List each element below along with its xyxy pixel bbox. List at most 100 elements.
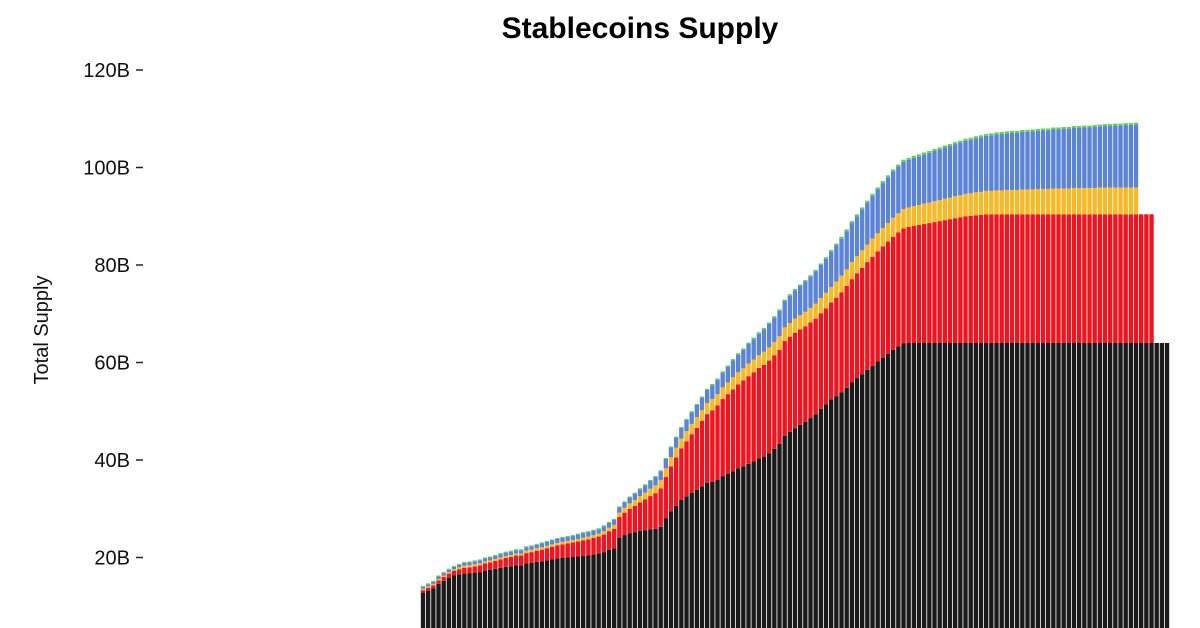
bar-segment [555, 538, 560, 539]
bar-segment [472, 566, 477, 573]
bar-segment [560, 544, 565, 558]
bar-segment [612, 528, 617, 549]
bar-segment [663, 459, 669, 469]
bar-segment [1102, 187, 1108, 215]
bar-segment [1056, 129, 1061, 189]
bar-segment [844, 269, 849, 286]
bar-segment [896, 232, 901, 347]
bar-segment [994, 190, 999, 215]
bar-segment [1071, 343, 1077, 628]
bar-segment [849, 279, 855, 383]
bar-segment [782, 435, 787, 628]
bar-segment [637, 502, 643, 531]
bar-segment [720, 372, 725, 388]
bar-segment [622, 535, 627, 628]
bar-segment [875, 251, 880, 362]
bar-segment [426, 584, 431, 587]
bar-segment [953, 196, 958, 219]
bar-segment [922, 203, 927, 225]
bar-segment [596, 529, 601, 534]
bar-segment [482, 561, 488, 564]
bar-segment [839, 275, 844, 293]
bar-segment [782, 341, 787, 436]
bar-segment [658, 488, 663, 527]
bar-segment [1082, 125, 1087, 128]
bar-segment [694, 489, 700, 628]
bar-segment [989, 133, 994, 136]
bar-segment [477, 563, 483, 566]
stacked-bars [420, 122, 1170, 628]
bar-segment [1149, 214, 1154, 343]
y-tick-label: 20B [94, 548, 130, 570]
bar-segment [901, 228, 906, 344]
bar-segment [508, 566, 514, 628]
bar-segment [1082, 127, 1087, 188]
bar-segment [896, 213, 901, 233]
bar-segment [1030, 131, 1035, 190]
bar-segment [865, 262, 870, 370]
bar-segment [958, 140, 963, 143]
bar-segment [637, 489, 643, 497]
bar-segment [1123, 214, 1128, 343]
bar-segment [498, 567, 503, 628]
bar-segment [586, 539, 591, 556]
bar-segment [1066, 188, 1072, 215]
bar-segment [684, 441, 689, 497]
bar-segment [973, 343, 979, 628]
bar-segment [792, 428, 798, 628]
bar-segment [756, 333, 762, 356]
bar-segment [1087, 127, 1092, 188]
bar-segment [431, 583, 436, 586]
bar-segment [529, 549, 534, 553]
bar-segment [519, 565, 524, 628]
bar-segment [436, 578, 441, 581]
bar-segment [870, 365, 875, 628]
bar-segment [1133, 187, 1139, 215]
bar-segment [736, 353, 741, 355]
bar-segment [844, 285, 849, 388]
bar-segment [1009, 214, 1015, 343]
bar-segment [932, 201, 937, 223]
bar-segment [834, 281, 839, 298]
bar-segment [575, 533, 581, 535]
bar-segment [978, 191, 984, 215]
bar-segment [1046, 343, 1051, 628]
bar-segment [854, 214, 860, 217]
bar-segment [984, 135, 989, 191]
bar-segment [720, 399, 725, 477]
bar-segment [446, 573, 452, 578]
bar-segment [994, 214, 999, 343]
bar-segment [694, 427, 700, 490]
bar-segment [1092, 125, 1097, 128]
bar-segment [1149, 343, 1154, 628]
bar-segment [1004, 343, 1010, 628]
bar-segment [560, 538, 565, 542]
bar-segment [560, 557, 565, 628]
bar-segment [927, 202, 932, 224]
bar-segment [1154, 343, 1159, 628]
bar-segment [446, 572, 452, 574]
bar-segment [880, 227, 886, 247]
bar-segment [643, 492, 648, 500]
bar-segment [782, 301, 787, 328]
bar-segment [813, 269, 818, 272]
bar-segment [798, 424, 803, 628]
bar-segment [1077, 128, 1082, 188]
bar-segment [1061, 128, 1066, 189]
bar-segment [710, 385, 715, 400]
bar-segment [622, 502, 627, 508]
bar-segment [730, 377, 736, 390]
bar-segment [865, 369, 870, 628]
bar-segment [1108, 187, 1113, 215]
bar-segment [1051, 188, 1056, 215]
bar-segment [901, 208, 906, 229]
bar-segment [519, 553, 524, 556]
bar-segment [1035, 188, 1041, 215]
bar-segment [488, 557, 493, 561]
bar-segment [767, 360, 772, 454]
bar-segment [565, 540, 570, 544]
bar-segment [922, 224, 927, 343]
bar-segment [1046, 128, 1051, 131]
bar-segment [462, 573, 467, 628]
bar-segment [984, 133, 989, 136]
